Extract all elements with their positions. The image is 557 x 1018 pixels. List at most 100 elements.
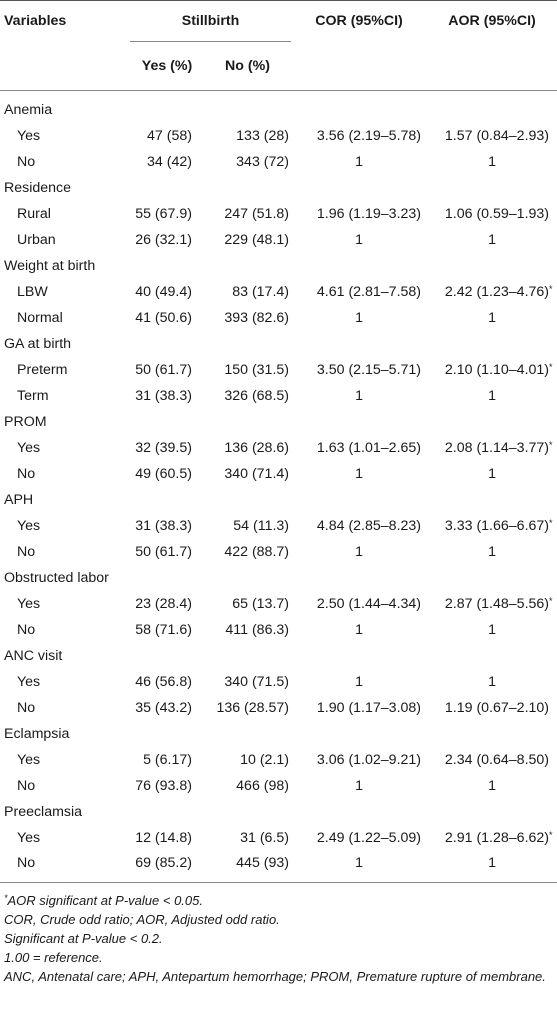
group-row: Anemia <box>0 91 557 123</box>
cell-cor: 4.84 (2.85–8.23) <box>316 517 422 534</box>
cell-yes: 31 (38.3) <box>135 387 192 404</box>
aor-value: 1 <box>488 855 496 872</box>
cell-aor: 1 <box>427 383 557 409</box>
cell-cor: 3.50 (2.15–5.71) <box>316 361 422 378</box>
table-row: No 34 (42) 343 (72) 1 1 <box>0 149 557 175</box>
cell-cor: 1 <box>355 231 363 248</box>
row-label: No <box>17 465 36 482</box>
aor-value: 1 <box>488 543 496 560</box>
cell-cor: 1 <box>355 855 363 872</box>
cell-cor: 3.06 (1.02–9.21) <box>316 751 422 768</box>
cell-yes: 49 (60.5) <box>135 465 192 482</box>
row-label: Yes <box>17 517 41 534</box>
group-label: Obstructed labor <box>4 569 109 586</box>
header-aor: AOR (95%CI) <box>448 13 536 30</box>
cell-aor: 1 <box>427 149 557 175</box>
table-row: Normal 41 (50.6) 393 (82.6) 1 1 <box>0 305 557 331</box>
cell-aor: 1 <box>427 617 557 643</box>
cell-aor: 1 <box>427 773 557 799</box>
row-label: Yes <box>17 673 41 690</box>
group-label: Preeclamsia <box>4 803 83 820</box>
aor-value: 1 <box>488 309 496 326</box>
table-row: LBW 40 (49.4) 83 (17.4) 4.61 (2.81–7.58) 2.4… <box>0 279 557 305</box>
row-label: Urban <box>17 231 56 248</box>
cell-no: 31 (6.5) <box>240 829 290 846</box>
header-no: No (%) <box>204 41 292 91</box>
cell-no: 445 (93) <box>236 855 290 872</box>
cell-yes: 5 (6.17) <box>143 751 192 768</box>
cell-no: 133 (28) <box>236 127 290 144</box>
row-label: Normal <box>17 309 63 326</box>
cell-cor: 3.56 (2.19–5.78) <box>316 127 422 144</box>
cell-aor: 1.57 (0.84–2.93) <box>427 123 557 149</box>
row-label: Yes <box>17 751 41 768</box>
header-blank <box>291 42 427 91</box>
table-row: No 49 (60.5) 340 (71.4) 1 1 <box>0 461 557 487</box>
aor-value: 1 <box>488 777 496 794</box>
table-row: Urban 26 (32.1) 229 (48.1) 1 1 <box>0 227 557 253</box>
cell-cor: 1 <box>355 777 363 794</box>
cell-cor: 1 <box>355 387 363 404</box>
cell-aor: 1 <box>427 851 557 883</box>
cell-yes: 23 (28.4) <box>135 595 192 612</box>
row-label: Yes <box>17 127 41 144</box>
aor-value: 3.33 (1.66–6.67) <box>444 517 550 534</box>
aor-value: 2.34 (0.64–8.50) <box>444 751 550 768</box>
table-row: Preterm 50 (61.7) 150 (31.5) 3.50 (2.15–5.7… <box>0 357 557 383</box>
row-label: No <box>17 153 36 170</box>
significance-marker: * <box>549 517 553 528</box>
footnote: 1.00 = reference. <box>4 950 103 965</box>
cell-aor: 3.33 (1.66–6.67)* <box>427 513 557 539</box>
cell-yes: 76 (93.8) <box>135 777 192 794</box>
cell-aor: 2.08 (1.14–3.77)* <box>427 435 557 461</box>
cell-aor: 2.91 (1.28–6.62)* <box>427 825 557 851</box>
table-footnotes: *AOR significant at P-value < 0.05. COR,… <box>0 883 557 986</box>
cell-yes: 34 (42) <box>147 153 192 170</box>
cell-aor: 2.34 (0.64–8.50) <box>427 747 557 773</box>
cell-cor: 1 <box>355 153 363 170</box>
cell-aor: 2.42 (1.23–4.76)* <box>427 279 557 305</box>
footnote: ANC, Antenatal care; APH, Antepartum hem… <box>4 969 546 984</box>
cell-aor: 1.06 (0.59–1.93) <box>427 201 557 227</box>
group-row: Obstructed labor <box>0 565 557 591</box>
aor-value: 1.57 (0.84–2.93) <box>444 127 550 144</box>
aor-value: 1.06 (0.59–1.93) <box>444 205 550 222</box>
header-cor: COR (95%CI) <box>315 13 403 30</box>
cell-cor: 2.50 (1.44–4.34) <box>316 595 422 612</box>
cell-aor: 2.87 (1.48–5.56)* <box>427 591 557 617</box>
cell-aor: 1 <box>427 669 557 695</box>
cell-aor: 1.19 (0.67–2.10) <box>427 695 557 721</box>
group-label: PROM <box>4 413 47 430</box>
cell-cor: 1 <box>355 543 363 560</box>
aor-value: 1 <box>488 387 496 404</box>
group-row: Eclampsia <box>0 721 557 747</box>
aor-value: 2.10 (1.10–4.01) <box>444 361 550 378</box>
table-header: Variables Stillbirth COR (95%CI) AOR (95… <box>0 0 557 91</box>
cell-yes: 35 (43.2) <box>135 699 192 716</box>
table-row: Yes 12 (14.8) 31 (6.5) 2.49 (1.22–5.09) 2.91… <box>0 825 557 851</box>
group-row: GA at birth <box>0 331 557 357</box>
aor-value: 1 <box>488 673 496 690</box>
row-label: No <box>17 855 36 872</box>
table-row: No 50 (61.7) 422 (88.7) 1 1 <box>0 539 557 565</box>
footnote: *AOR significant at P-value < 0.05. <box>4 893 203 908</box>
results-table: Variables Stillbirth COR (95%CI) AOR (95… <box>0 0 557 883</box>
table-row: Yes 46 (56.8) 340 (71.5) 1 1 <box>0 669 557 695</box>
cell-no: 54 (11.3) <box>233 517 290 534</box>
table-row: Yes 32 (39.5) 136 (28.6) 1.63 (1.01–2.65) 2.… <box>0 435 557 461</box>
group-row: ANC visit <box>0 643 557 669</box>
cell-yes: 41 (50.6) <box>135 309 192 326</box>
table-row: Yes 5 (6.17) 10 (2.1) 3.06 (1.02–9.21) 2.34 … <box>0 747 557 773</box>
cell-yes: 32 (39.5) <box>135 439 192 456</box>
cell-no: 229 (48.1) <box>224 231 290 248</box>
cell-cor: 1.96 (1.19–3.23) <box>316 205 422 222</box>
cell-yes: 55 (67.9) <box>135 205 192 222</box>
cell-no: 136 (28.57) <box>216 699 290 716</box>
row-label: Yes <box>17 439 41 456</box>
cell-no: 326 (68.5) <box>224 387 290 404</box>
cell-no: 247 (51.8) <box>224 205 290 222</box>
group-label: ANC visit <box>4 647 63 664</box>
aor-value: 1 <box>488 465 496 482</box>
header-stillbirth: Stillbirth <box>181 13 240 29</box>
group-row: Residence <box>0 175 557 201</box>
